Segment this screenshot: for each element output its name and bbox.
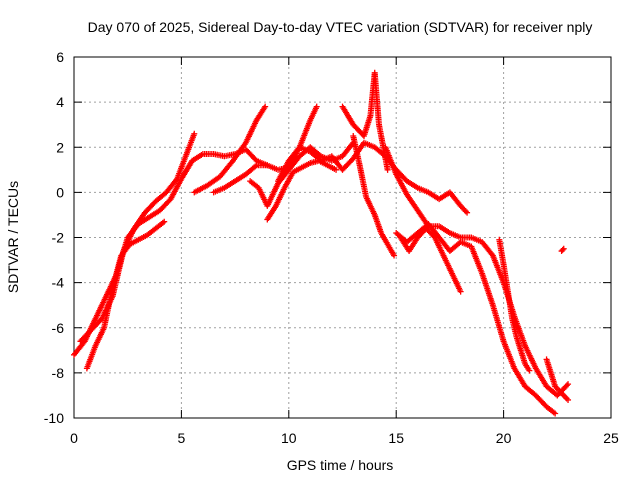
data-point <box>526 367 533 374</box>
data-point <box>161 218 168 225</box>
series-track-6 <box>247 139 357 209</box>
data-point <box>563 382 570 389</box>
data-point <box>391 252 398 259</box>
y-tick-label: -8 <box>52 365 65 381</box>
series-track-9 <box>339 69 391 173</box>
x-tick-label: 15 <box>388 430 404 446</box>
series-track-4 <box>191 103 269 196</box>
data-point <box>457 288 464 295</box>
x-tick-label: 0 <box>70 430 78 446</box>
grid-lines <box>74 57 611 418</box>
series-track-3 <box>83 218 168 372</box>
y-tick-label: 6 <box>56 49 64 65</box>
data-point <box>191 130 198 137</box>
data-point <box>559 246 566 253</box>
data-point <box>384 166 391 173</box>
y-tick-label: 0 <box>56 184 64 200</box>
data-point <box>552 410 559 417</box>
chart-title: Day 070 of 2025, Sidereal Day-to-day VTE… <box>88 19 593 35</box>
data-points <box>71 69 572 417</box>
data-point <box>565 396 572 403</box>
x-tick-label: 5 <box>178 430 186 446</box>
y-tick-label: 2 <box>56 139 64 155</box>
x-tick-label: 10 <box>281 430 297 446</box>
series-isolated <box>558 245 567 255</box>
data-point <box>333 166 340 173</box>
y-tick-label: -4 <box>52 275 65 291</box>
y-tick-label: -6 <box>52 320 65 336</box>
series-track-15 <box>543 356 572 403</box>
data-point <box>565 381 572 388</box>
data-point <box>464 209 471 216</box>
data-point <box>262 103 269 110</box>
data-point <box>560 245 567 252</box>
y-axis-label: SDTVAR / TECUs <box>5 181 21 293</box>
x-tick-label: 25 <box>603 430 619 446</box>
series-track-10 <box>350 132 398 259</box>
data-point <box>313 103 320 110</box>
y-tick-label: -2 <box>52 230 65 246</box>
series-track-14 <box>496 236 533 374</box>
series-track-13 <box>397 225 464 295</box>
x-axis-label: GPS time / hours <box>287 457 394 473</box>
series-track-12 <box>393 220 559 417</box>
series-track-7 <box>275 139 471 216</box>
data-point <box>252 163 259 170</box>
y-tick-label: 4 <box>56 94 64 110</box>
series-track-8 <box>264 157 340 223</box>
x-tick-label: 20 <box>496 430 512 446</box>
axis-ticks: 0 5 10 15 20 25 -10 -8 -6 -4 -2 0 2 4 6 <box>44 49 619 446</box>
y-tick-label: -10 <box>44 410 64 426</box>
